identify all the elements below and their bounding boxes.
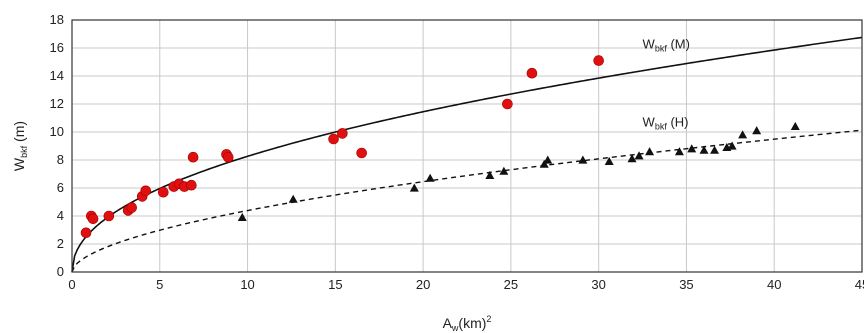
y-tick-label: 6 <box>57 180 64 195</box>
data-point-circle <box>140 185 152 197</box>
data-point-triangle <box>710 145 720 154</box>
x-tick-label: 5 <box>156 277 163 292</box>
y-tick-label: 14 <box>50 68 64 83</box>
curve-label-rest: (M) <box>667 37 690 52</box>
data-point-triangle <box>543 155 553 164</box>
plot-frame <box>71 19 863 273</box>
data-point-triangle <box>604 156 614 165</box>
data-point-circle <box>103 210 115 222</box>
fit-curve-solid <box>71 36 863 273</box>
x-tick-label: 40 <box>767 277 781 292</box>
data-point-circle <box>157 186 169 198</box>
curve-label-sub: bkf <box>655 44 668 54</box>
y-axis-title: Wbkf (m) <box>11 121 29 171</box>
data-point-triangle <box>499 166 509 175</box>
y-tick-labels: 0 2 4 6 8 10 12 14 16 18 <box>50 12 64 279</box>
curve-label-main: W <box>643 37 656 52</box>
data-point-triangle <box>539 159 549 168</box>
x-tick-labels: 0 5 10 15 20 25 30 35 40 45 <box>68 277 864 292</box>
y-tick-label: 18 <box>50 12 64 27</box>
data-point-triangle <box>727 141 737 150</box>
data-point-circle <box>502 98 513 110</box>
data-point-circle <box>593 55 604 66</box>
x-tick-label: 25 <box>504 277 518 292</box>
curve-label-rest: (H) <box>667 114 689 129</box>
data-point-circle <box>80 227 92 239</box>
x-tick-label: 45 <box>855 277 864 292</box>
data-point-triangle <box>790 121 800 130</box>
y-tick-label: 2 <box>57 236 64 251</box>
y-tick-label: 8 <box>57 152 64 167</box>
y-tick-label: 0 <box>57 264 64 279</box>
data-point-triangle <box>634 151 644 160</box>
data-point-triangle <box>674 147 684 156</box>
x-tick-label: 15 <box>328 277 342 292</box>
data-point-triangle <box>409 183 419 192</box>
fit-curve-dashed <box>71 129 863 273</box>
data-point-triangle <box>485 170 495 179</box>
x-axis-title-sup: 2 <box>486 314 491 324</box>
curve-labels: Wbkf (M)Wbkf (H) <box>643 37 690 132</box>
data-point-triangle <box>578 155 588 164</box>
data-point-circle <box>328 133 339 145</box>
x-tick-label: 10 <box>240 277 254 292</box>
data-point-triangle <box>738 130 748 139</box>
data-point-circle <box>356 147 367 159</box>
curve-label: Wbkf (H) <box>643 114 689 131</box>
curve-label: Wbkf (M) <box>643 37 690 54</box>
data-points <box>80 55 800 239</box>
data-point-circle <box>337 128 348 139</box>
y-tick-label: 16 <box>50 40 64 55</box>
x-tick-label: 0 <box>68 277 75 292</box>
data-point-circle <box>87 213 99 225</box>
data-point-triangle <box>699 145 709 154</box>
x-tick-label: 30 <box>591 277 605 292</box>
data-point-triangle <box>645 147 655 156</box>
y-tick-label: 10 <box>50 124 64 139</box>
x-tick-label: 35 <box>679 277 693 292</box>
x-axis-title-sub: w <box>451 323 459 333</box>
data-point-circle <box>222 151 234 163</box>
data-point-triangle <box>288 194 298 203</box>
data-point-triangle <box>425 173 435 182</box>
data-point-circle <box>187 151 199 163</box>
data-point-circle <box>126 202 137 213</box>
y-tick-label: 4 <box>57 208 64 223</box>
data-point-triangle <box>627 154 637 163</box>
data-point-triangle <box>237 212 247 221</box>
data-point-circle <box>186 179 197 191</box>
y-axis-title-sub: bkf <box>19 145 29 158</box>
y-axis-title-rest: (m) <box>11 121 27 146</box>
data-point-triangle <box>687 144 697 153</box>
y-axis-title-main: W <box>11 157 27 171</box>
data-point-circle <box>526 67 538 79</box>
x-axis-title-rest: (km) <box>458 315 486 331</box>
x-axis-title: Aw(km)2 <box>443 314 492 333</box>
data-point-triangle <box>752 126 762 135</box>
curve-label-main: W <box>643 114 656 129</box>
fit-curves <box>71 36 863 273</box>
x-axis-title-main: A <box>443 315 453 331</box>
curve-label-sub: bkf <box>655 121 668 131</box>
y-tick-label: 12 <box>50 96 64 111</box>
x-tick-label: 20 <box>416 277 430 292</box>
